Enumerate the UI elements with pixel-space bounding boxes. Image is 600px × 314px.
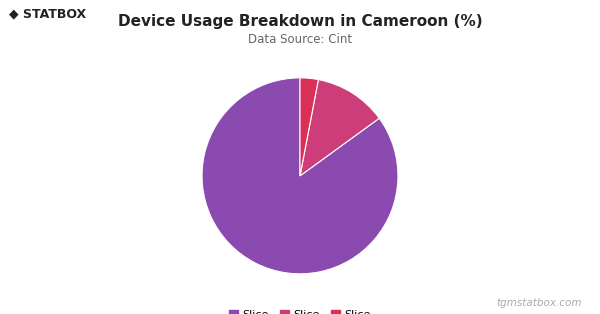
Legend: Slice, Slice, Slice: Slice, Slice, Slice (225, 306, 375, 314)
Text: Data Source: Cint: Data Source: Cint (248, 33, 352, 46)
Wedge shape (300, 78, 319, 176)
Wedge shape (202, 78, 398, 274)
Text: tgmstatbox.com: tgmstatbox.com (497, 298, 582, 308)
Text: ◆ STATBOX: ◆ STATBOX (9, 8, 86, 21)
Wedge shape (300, 80, 379, 176)
Text: Device Usage Breakdown in Cameroon (%): Device Usage Breakdown in Cameroon (%) (118, 14, 482, 29)
